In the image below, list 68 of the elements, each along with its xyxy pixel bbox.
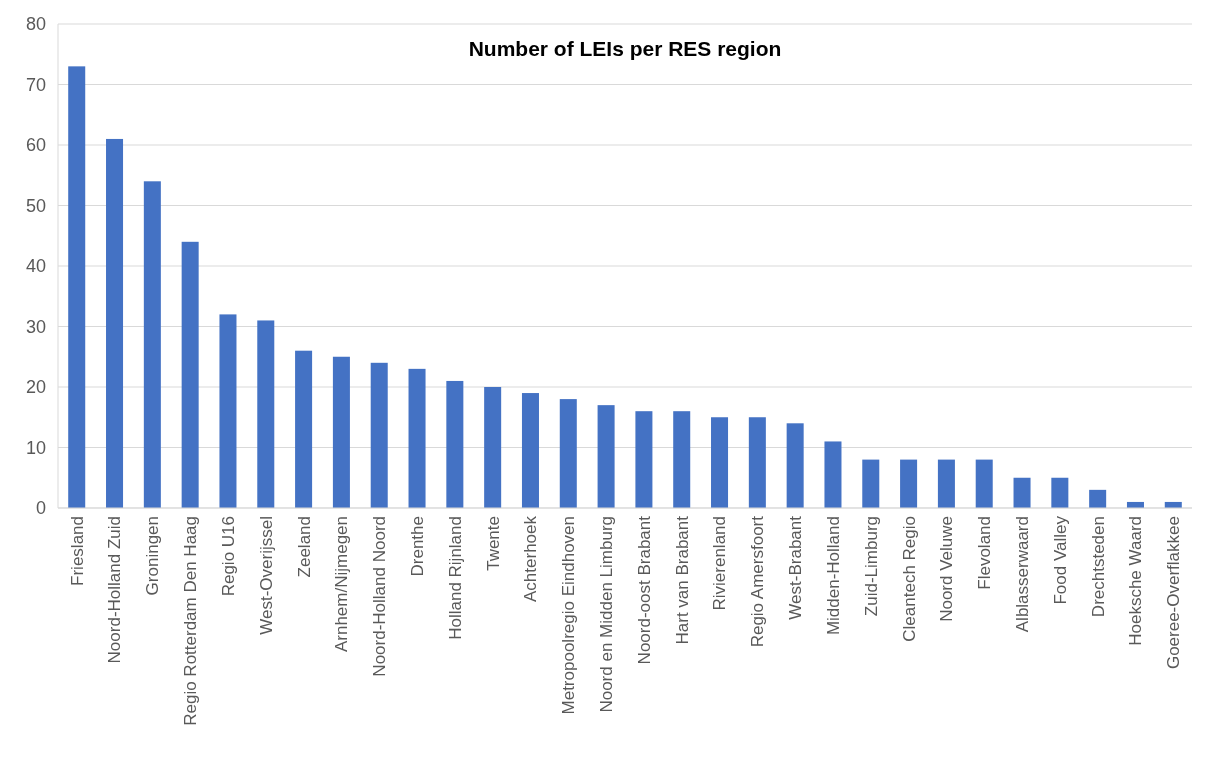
x-tick-label: Groningen — [143, 516, 163, 596]
x-tick-label: Regio U16 — [218, 516, 238, 597]
y-tick-label: 0 — [35, 498, 46, 519]
bar — [484, 387, 502, 508]
x-tick-label: Noord-Holland Noord — [370, 516, 390, 677]
bar — [862, 459, 880, 508]
bar — [597, 405, 615, 508]
bar — [68, 66, 86, 508]
x-tick-label: Flevoland — [975, 516, 995, 590]
x-tick-label: Drenthe — [407, 516, 427, 577]
x-tick-label: Holland Rijnland — [445, 516, 465, 640]
bar — [1051, 477, 1069, 508]
y-tick-label: 40 — [25, 256, 46, 277]
x-tick-label: Rivierenland — [710, 516, 730, 611]
x-tick-label: Food Valley — [1050, 515, 1070, 605]
x-tick-label: Zuid-Limburg — [861, 516, 881, 617]
bar — [937, 459, 955, 508]
bar — [900, 459, 918, 508]
bar — [975, 459, 993, 508]
y-tick-label: 60 — [25, 135, 46, 156]
bar — [521, 393, 539, 508]
y-tick-label: 10 — [25, 437, 46, 458]
bar — [635, 411, 653, 508]
x-tick-label: Friesland — [67, 516, 87, 586]
x-tick-label: Metropoolregio Eindhoven — [559, 516, 579, 715]
bar — [1089, 489, 1107, 508]
x-tick-label: Noord Veluwe — [937, 516, 957, 622]
y-tick-label: 20 — [25, 377, 46, 398]
bar — [295, 350, 313, 508]
text: Number of LEIs per RES region — [468, 37, 782, 60]
bar — [332, 356, 350, 508]
x-tick-label: Drechtsteden — [1088, 516, 1108, 618]
y-tick-label: 50 — [25, 195, 46, 216]
bar — [824, 441, 842, 508]
y-tick-label: 70 — [25, 74, 46, 95]
x-tick-label: Zeeland — [294, 516, 314, 578]
x-tick-label: Cleantech Regio — [899, 516, 919, 642]
bar — [711, 417, 729, 508]
bar — [559, 399, 577, 508]
bar — [143, 181, 161, 508]
x-tick-label: Regio Amersfoort — [748, 515, 768, 648]
bar — [257, 320, 275, 508]
x-tick-label: Hart van Brabant — [672, 515, 692, 645]
x-tick-label: Noord-oost Brabant — [634, 515, 654, 665]
x-tick-label: Midden-Holland — [823, 516, 843, 636]
x-tick-label: West-Overijssel — [256, 516, 276, 635]
bar — [408, 368, 426, 508]
x-tick-label: West-Brabant — [786, 515, 806, 620]
x-tick-label: Achterhoek — [521, 515, 541, 602]
y-tick-label: 30 — [25, 316, 46, 337]
x-tick-label: Arnhem/Nijmegen — [332, 516, 352, 653]
bar — [219, 314, 237, 508]
x-tick-label: Twente — [483, 516, 503, 571]
x-tick-label: Noord en Midden Limburg — [597, 516, 617, 713]
bar — [446, 380, 464, 508]
bar — [673, 411, 691, 508]
bar — [786, 423, 804, 508]
x-tick-label: Goeree-Overflakkee — [1164, 516, 1184, 670]
y-tick-label: 80 — [25, 14, 46, 35]
x-tick-label: Noord-Holland Zuid — [105, 516, 125, 664]
x-tick-label: Hoeksche Waard — [1126, 516, 1146, 646]
bar — [370, 362, 388, 508]
x-tick-label: Regio Rotterdam Den Haag — [181, 516, 201, 726]
bar — [1013, 477, 1031, 508]
bar — [181, 241, 199, 508]
bar — [106, 138, 124, 508]
bar — [748, 417, 766, 508]
x-tick-label: Alblasserwaard — [1012, 516, 1032, 633]
